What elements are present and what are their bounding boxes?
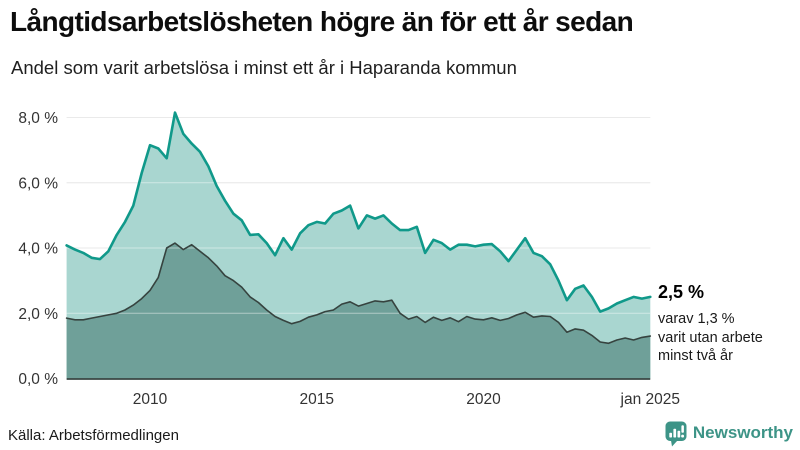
- x-tick-label: 2010: [133, 391, 168, 408]
- line-series-1: [65, 242, 652, 345]
- annotation-detail-line: varav 1,3 %: [658, 311, 735, 327]
- newsworthy-chart-bubble-icon: [665, 421, 687, 447]
- area-series: [66, 112, 651, 379]
- end-of-line-annotation: 2,5 % varav 1,3 % varit utan arbete minst …: [658, 282, 798, 366]
- page-title: Långtidsarbetslösheten högre än för ett …: [10, 6, 634, 37]
- y-tick-label: 8,0 %: [18, 110, 58, 127]
- chart-subtitle: Andel som varit arbetslösa i minst ett å…: [11, 57, 517, 78]
- y-tick-label: 0,0 %: [18, 371, 58, 388]
- annotation-detail-line: varit utan arbete: [658, 329, 763, 346]
- y-tick-label: 6,0 %: [18, 175, 58, 192]
- y-tick-label: 2,0 %: [18, 306, 58, 323]
- x-tick-label: 2015: [300, 391, 334, 408]
- y-tick-label: 4,0 %: [18, 241, 58, 258]
- newsworthy-logo: Newsworthy: [665, 421, 793, 447]
- y-axis-labels: 0,0 % 2,0 % 4,0 % 6,0 % 8,0 %: [18, 110, 58, 388]
- x-tick-label: jan 2025: [620, 391, 680, 408]
- latest-value-label: 2,5 %: [658, 282, 705, 302]
- source-note: Källa: Arbetsförmedlingen: [8, 427, 179, 444]
- x-tick-label: 2020: [466, 391, 501, 408]
- x-axis-labels: 2010 2015 2020 jan 2025: [133, 391, 680, 408]
- brand-name: Newsworthy: [692, 422, 793, 442]
- gridline-overlay: [66, 117, 651, 314]
- area-fill-series-1: [66, 243, 651, 379]
- line-series-0: [65, 111, 652, 313]
- latest-value-detail: varav 1,3 % varit utan arbete minst två år: [658, 310, 798, 366]
- annotation-detail-line: minst två år: [658, 348, 733, 364]
